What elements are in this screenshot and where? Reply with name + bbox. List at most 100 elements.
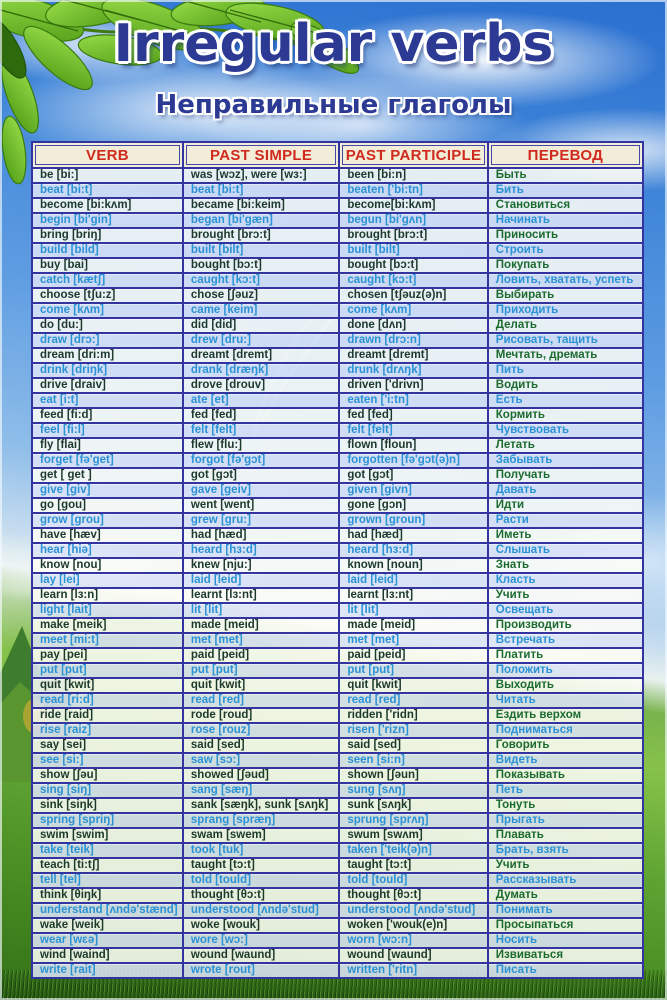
cell-translation: Читать	[486, 692, 645, 709]
cell-verb: do [du:]	[31, 317, 184, 334]
irregular-verbs-table: VERB PAST SIMPLE PAST PARTICIPLE ПЕРЕВОД…	[31, 141, 645, 979]
cell-verb: draw [drɔ:]	[31, 332, 184, 349]
cell-past-simple: beat [bi:t]	[181, 182, 341, 199]
cell-past-simple: got [gɔt]	[181, 467, 341, 484]
cell-translation: Показывать	[486, 767, 645, 784]
cell-translation: Мечтать, дремать	[486, 347, 645, 364]
cell-translation: Начинать	[486, 212, 645, 229]
cell-past-participle: sunk [sʌŋk]	[338, 797, 489, 814]
table-row: get [ get ] got [gɔt] got [gɔt] Получать	[31, 467, 645, 484]
cell-past-simple: read [red]	[181, 692, 341, 709]
table-row: write [rait] wrote [rout] written ['ritn] П…	[31, 962, 645, 979]
table-row: draw [drɔ:] drew [dru:] drawn [drɔ:n] Рисов…	[31, 332, 645, 349]
cell-verb: beat [bi:t]	[31, 182, 184, 199]
cell-verb: understand [ʌndə'stænd]	[31, 902, 184, 919]
cell-past-simple: thought [θɔ:t]	[181, 887, 341, 904]
cell-verb: pay [pei]	[31, 647, 184, 664]
cell-verb: get [ get ]	[31, 467, 184, 484]
cell-verb: bring [briŋ]	[31, 227, 184, 244]
cell-past-simple: brought [brɔ:t]	[181, 227, 341, 244]
cell-translation: Выходить	[486, 677, 645, 694]
cell-past-participle: taught [tɔ:t]	[338, 857, 489, 874]
table-row: think [θiŋk] thought [θɔ:t] thought [θɔ:t]…	[31, 887, 645, 904]
cell-translation: Ловить, хватать, успеть	[486, 272, 645, 289]
cell-verb: take [teik]	[31, 842, 184, 859]
cell-translation: Делать	[486, 317, 645, 334]
table-row: know [nou] knew [nju:] known [noun] Знать	[31, 557, 645, 574]
table-row: build [bild] built [bilt] built [bilt] Стро…	[31, 242, 645, 259]
cell-past-simple: dreamt [dremt]	[181, 347, 341, 364]
table-row: tell [tel] told [tould] told [tould] Расска…	[31, 872, 645, 889]
cell-verb: forget [fə'get]	[31, 452, 184, 469]
cell-past-simple: was [wɔz], were [wɜ:]	[181, 167, 341, 184]
table-row: bring [briŋ] brought [brɔ:t] brought [brɔ:…	[31, 227, 645, 244]
table-row: feed [fi:d] fed [fed] fed [fed] Кормить	[31, 407, 645, 424]
cell-past-simple: told [tould]	[181, 872, 341, 889]
cell-past-simple: paid [peid]	[181, 647, 341, 664]
cell-translation: Бить	[486, 182, 645, 199]
cell-past-participle: flown [floun]	[338, 437, 489, 454]
table-row: eat [i:t] ate [et] eaten ['i:tn] Есть	[31, 392, 645, 409]
cell-past-simple: wrote [rout]	[181, 962, 341, 979]
table-row: sing [siŋ] sang [sæŋ] sung [sʌŋ] Петь	[31, 782, 645, 799]
cell-past-participle: driven ['drivn]	[338, 377, 489, 394]
table-row: wind [waind] wound [waund] wound [waund] Из…	[31, 947, 645, 964]
cell-translation: Чувствовать	[486, 422, 645, 439]
table-row: take [teik] took [tuk] taken ['teik(ə)n] Бр…	[31, 842, 645, 859]
cell-past-participle: dreamt [dremt]	[338, 347, 489, 364]
table-row: forget [fə'get] forgot [fə'gɔt] forgotten …	[31, 452, 645, 469]
cell-verb: make [meik]	[31, 617, 184, 634]
table-row: dream [dri:m] dreamt [dremt] dreamt [dremt…	[31, 347, 645, 364]
cell-verb: drink [driŋk]	[31, 362, 184, 379]
cell-past-simple: said [sed]	[181, 737, 341, 754]
table-row: light [lait] lit [lit] lit [lit] Освещать	[31, 602, 645, 619]
cell-verb: wake [weik]	[31, 917, 184, 934]
cell-translation: Прыгать	[486, 812, 645, 829]
table-row: say [sei] said [sed] said [sed] Говорить	[31, 737, 645, 754]
cell-past-participle: read [red]	[338, 692, 489, 709]
cell-past-simple: built [bilt]	[181, 242, 341, 259]
cell-past-participle: met [met]	[338, 632, 489, 649]
table-row: meet [mi:t] met [met] met [met] Встречать	[31, 632, 645, 649]
cell-past-participle: eaten ['i:tn]	[338, 392, 489, 409]
cell-past-simple: went [went]	[181, 497, 341, 514]
cell-verb: come [kʌm]	[31, 302, 184, 319]
cell-verb: wind [waind]	[31, 947, 184, 964]
cell-past-participle: felt [felt]	[338, 422, 489, 439]
cell-translation: Пить	[486, 362, 645, 379]
table-row: become [bi:kʌm] became [bi:keim] become[bi…	[31, 197, 645, 214]
cell-verb: read [ri:d]	[31, 692, 184, 709]
cell-past-simple: heard [hɜ:d]	[181, 542, 341, 559]
cell-past-participle: lit [lit]	[338, 602, 489, 619]
cell-translation: Тонуть	[486, 797, 645, 814]
cell-verb: hear [hiə]	[31, 542, 184, 559]
cell-verb: fly [flai]	[31, 437, 184, 454]
cell-past-simple: met [met]	[181, 632, 341, 649]
table-row: grow [grou] grew [gru:] grown [groun] Расти	[31, 512, 645, 529]
table-row: swim [swim] swam [swem] swum [swʌm] Плавать	[31, 827, 645, 844]
cell-past-simple: flew [flu:]	[181, 437, 341, 454]
cell-past-participle: been [bi:n]	[338, 167, 489, 184]
cell-past-simple: gave [geiv]	[181, 482, 341, 499]
table-row: feel [fi:l] felt [felt] felt [felt] Чувство…	[31, 422, 645, 439]
cell-past-participle: seen [si:n]	[338, 752, 489, 769]
cell-translation: Видеть	[486, 752, 645, 769]
cell-past-simple: learnt [lɜ:nt]	[181, 587, 341, 604]
cell-translation: Брать, взять	[486, 842, 645, 859]
cell-past-simple: did [did]	[181, 317, 341, 334]
table-row: quit [kwit] quit [kwit] quit [kwit] Выходит…	[31, 677, 645, 694]
cell-verb: catch [kætʃ]	[31, 272, 184, 289]
cell-past-participle: begun [bi'gʌn]	[338, 212, 489, 229]
cell-translation: Подниматься	[486, 722, 645, 739]
cell-past-participle: had [hæd]	[338, 527, 489, 544]
cell-past-participle: taken ['teik(ə)n]	[338, 842, 489, 859]
cell-translation: Просыпаться	[486, 917, 645, 934]
table-row: drive [draiv] drove [drouv] driven ['drivn…	[31, 377, 645, 394]
cell-past-participle: worn [wɔ:n]	[338, 932, 489, 949]
cell-past-simple: had [hæd]	[181, 527, 341, 544]
cell-past-simple: wound [waund]	[181, 947, 341, 964]
cell-translation: Водить	[486, 377, 645, 394]
table-header-row: VERB PAST SIMPLE PAST PARTICIPLE ПЕРЕВОД	[31, 141, 645, 169]
table-row: understand [ʌndə'stænd] understood [ʌndə'…	[31, 902, 645, 919]
cell-verb: feel [fi:l]	[31, 422, 184, 439]
